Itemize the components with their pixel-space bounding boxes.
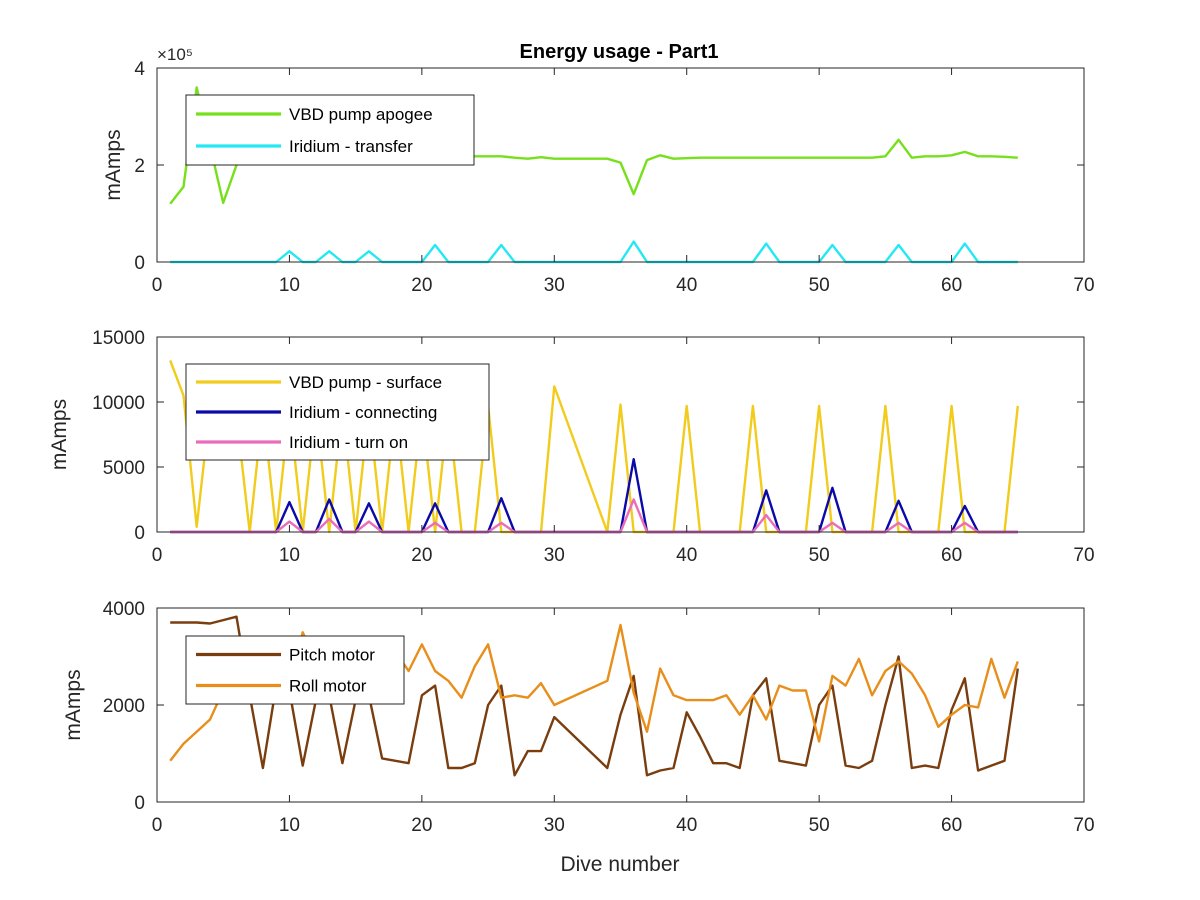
x-tick-label: 50 bbox=[809, 815, 830, 836]
legend: Pitch motor Roll motor bbox=[185, 635, 405, 705]
x-tick-label: 0 bbox=[152, 815, 163, 836]
x-tick-label: 0 bbox=[152, 545, 163, 566]
axes-box bbox=[156, 336, 1085, 533]
legend-label-iridium-transfer: Iridium - transfer bbox=[289, 137, 413, 156]
y-tick-label: 0 bbox=[134, 793, 145, 814]
legend-label-vbd-pump-apogee: VBD pump apogee bbox=[289, 105, 433, 124]
series-line-vbd-pump-surface bbox=[169, 359, 1019, 534]
x-tick-label: 20 bbox=[411, 815, 432, 836]
x-tick-label: 70 bbox=[1073, 545, 1094, 566]
legend-label-iridium-connecting: Iridium - connecting bbox=[289, 403, 437, 422]
x-tick-label: 10 bbox=[279, 545, 300, 566]
subplot-panels: 0 10 20 30 40 50 60 70 0 2 4 ×10⁵ mAmps VBD pump apog… bbox=[48, 45, 1095, 836]
x-tick-label: 40 bbox=[676, 545, 697, 566]
legend-label-vbd-pump-surface: VBD pump - surface bbox=[289, 373, 442, 392]
y-tick-label: 2 bbox=[134, 156, 145, 177]
x-tick-label: 70 bbox=[1073, 275, 1094, 296]
x-tick-label: 70 bbox=[1073, 815, 1094, 836]
x-tick-label: 20 bbox=[411, 545, 432, 566]
x-tick-label: 60 bbox=[941, 815, 962, 836]
subplot-3: 0 10 20 30 40 50 60 70 0 2000 4000 mAmps Pitch motor… bbox=[62, 599, 1095, 836]
y-axis-label: mAmps bbox=[62, 669, 85, 740]
y-axis-label: mAmps bbox=[48, 399, 71, 470]
y-tick-label: 5000 bbox=[103, 458, 145, 479]
legend-box bbox=[185, 635, 405, 705]
x-tick-label: 30 bbox=[544, 545, 565, 566]
y-axis-label: mAmps bbox=[102, 129, 125, 200]
x-tick-label: 10 bbox=[279, 275, 300, 296]
figure-x-axis-label: Dive number bbox=[560, 853, 679, 876]
x-tick-label: 50 bbox=[809, 545, 830, 566]
series-line-pitch-motor bbox=[170, 615, 1019, 777]
y-tick-label: 10000 bbox=[92, 393, 145, 414]
x-tick-label: 40 bbox=[676, 275, 697, 296]
x-tick-label: 60 bbox=[941, 545, 962, 566]
legend-label-iridium-turn-on: Iridium - turn on bbox=[289, 433, 408, 452]
legend: VBD pump apogee Iridium - transfer bbox=[185, 94, 475, 166]
legend: VBD pump - surface Iridium - connecting Ir… bbox=[185, 363, 490, 461]
legend-label-roll-motor: Roll motor bbox=[289, 677, 367, 696]
x-tick-label: 20 bbox=[411, 275, 432, 296]
x-tick-label: 60 bbox=[941, 275, 962, 296]
x-tick-label: 30 bbox=[544, 815, 565, 836]
y-tick-label: 15000 bbox=[92, 328, 145, 349]
y-tick-label: 0 bbox=[134, 523, 145, 544]
y-tick-label: 2000 bbox=[103, 696, 145, 717]
y-tick-label: 4000 bbox=[103, 599, 145, 620]
subplot-1: 0 10 20 30 40 50 60 70 0 2 4 ×10⁵ mAmps VBD pump apog… bbox=[102, 45, 1095, 296]
legend-box bbox=[185, 94, 475, 166]
subplot-2: 0 10 20 30 40 50 60 70 0 5000 10000 15000 mAmps VBD p… bbox=[48, 328, 1095, 566]
x-tick-label: 50 bbox=[809, 275, 830, 296]
x-tick-label: 30 bbox=[544, 275, 565, 296]
x-tick-label: 40 bbox=[676, 815, 697, 836]
x-tick-label: 10 bbox=[279, 815, 300, 836]
y-tick-label: 4 bbox=[134, 59, 145, 80]
y-exponent-label: ×10⁵ bbox=[157, 45, 193, 64]
figure-title: Energy usage - Part1 bbox=[520, 41, 719, 63]
legend-label-pitch-motor: Pitch motor bbox=[289, 646, 375, 665]
y-tick-label: 0 bbox=[134, 253, 145, 274]
x-tick-label: 0 bbox=[152, 275, 163, 296]
